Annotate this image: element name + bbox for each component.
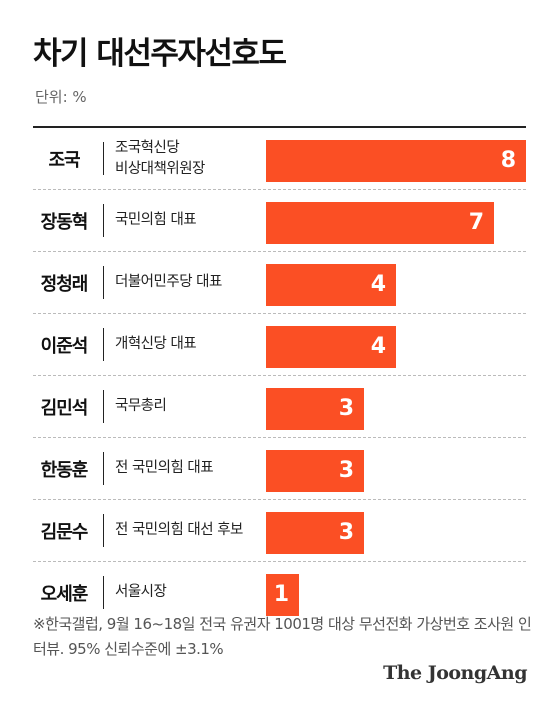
bar (266, 202, 494, 244)
unit-label: 단위: % (35, 88, 87, 106)
bar-value-label: 1 (273, 582, 289, 607)
bar (266, 326, 396, 368)
bar (266, 512, 364, 554)
row-divider (103, 328, 104, 361)
candidate-position: 전 국민의힘 대표 (115, 460, 214, 476)
bar-value-label: 3 (338, 396, 354, 421)
bar-value-label: 3 (338, 520, 354, 545)
row-divider (103, 452, 104, 485)
candidate-position: 조국혁신당 비상대책위원장 (115, 139, 205, 177)
bar (266, 574, 299, 616)
row-divider (103, 514, 104, 547)
chart-row: 장동혁 국민의힘 대표 7 (33, 190, 526, 252)
candidate-name: 김문수 (40, 521, 89, 543)
bar-value-label: 4 (370, 334, 386, 359)
candidate-name: 이준석 (40, 335, 89, 357)
row-divider (103, 390, 104, 423)
bar (266, 388, 364, 430)
chart-row: 김민석 국무총리 3 (33, 376, 526, 438)
bar-value-label: 8 (500, 148, 516, 173)
candidate-position: 더불어민주당 대표 (115, 274, 222, 290)
row-divider (103, 142, 104, 175)
candidate-name: 장동혁 (40, 211, 89, 233)
row-divider (103, 576, 104, 609)
candidate-position: 국민의힘 대표 (115, 212, 197, 228)
candidate-name: 조국 (48, 149, 80, 171)
chart-row: 조국 조국혁신당 비상대책위원장 8 (33, 126, 526, 190)
candidate-position: 전 국민의힘 대선 후보 (115, 522, 243, 538)
brand-logo: The JoongAng (383, 662, 527, 684)
candidate-name: 오세훈 (40, 583, 89, 605)
bar (266, 450, 364, 492)
candidate-position: 개혁신당 대표 (115, 336, 197, 352)
bar-value-label: 7 (468, 210, 484, 235)
row-divider (103, 266, 104, 299)
candidate-name: 정청래 (40, 273, 89, 295)
chart-title: 차기 대선주자선호도 (33, 36, 287, 72)
chart-row: 정청래 더불어민주당 대표 4 (33, 252, 526, 314)
bar-value-label: 4 (370, 272, 386, 297)
candidate-name: 한동훈 (40, 459, 89, 481)
bar (266, 264, 396, 306)
footnote: ※한국갤럽, 9월 16~18일 전국 유권자 1001명 대상 무선전화 가상… (33, 615, 532, 658)
row-divider (103, 204, 104, 237)
chart-row: 이준석 개혁신당 대표 4 (33, 314, 526, 376)
bar (266, 140, 526, 182)
chart-row: 한동훈 전 국민의힘 대표 3 (33, 438, 526, 500)
candidate-position: 국무총리 (115, 398, 167, 414)
candidate-position: 서울시장 (115, 584, 167, 600)
bar-chart: 조국 조국혁신당 비상대책위원장 8 장동혁 국민의힘 대표 7 정청래 더불어민주당 대표 4… (33, 126, 526, 623)
chart-row: 오세훈 서울시장 1 (33, 562, 526, 623)
chart-row: 김문수 전 국민의힘 대선 후보 3 (33, 500, 526, 562)
bar-value-label: 3 (338, 458, 354, 483)
candidate-name: 김민석 (40, 397, 89, 419)
